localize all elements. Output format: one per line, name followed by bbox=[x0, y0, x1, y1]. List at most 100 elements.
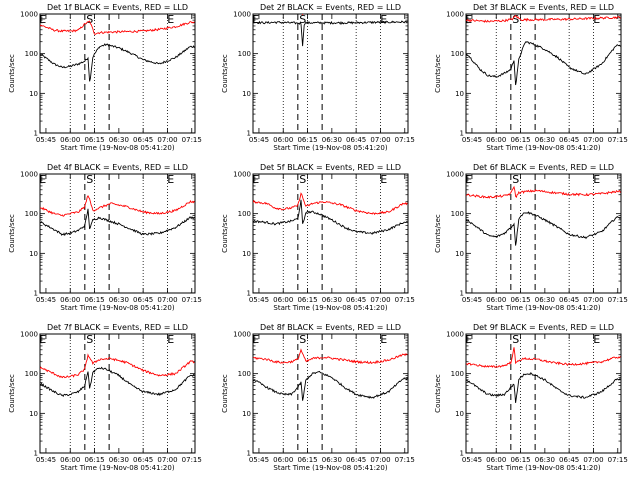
x-tick-label: 05:45 bbox=[249, 296, 269, 304]
event-marker: E bbox=[593, 13, 600, 26]
event-marker: E bbox=[39, 333, 46, 346]
event-marker: E bbox=[167, 13, 174, 26]
x-tick-label: 07:00 bbox=[157, 296, 177, 304]
event-marker: S bbox=[299, 333, 306, 346]
x-tick-label: 07:00 bbox=[370, 456, 390, 464]
event-marker: E bbox=[380, 333, 387, 346]
y-tick-label: 1 bbox=[460, 129, 464, 137]
series-line-lld bbox=[466, 347, 621, 368]
plot-det-1: Det 1f BLACK = Events, RED = LLD 1 10 100 10… bbox=[8, 3, 202, 152]
event-marker: S bbox=[512, 173, 519, 186]
x-tick-label: 06:30 bbox=[535, 456, 555, 464]
plot-det-8: Det 8f BLACK = Events, RED = LLD 1 10 100 10… bbox=[221, 323, 415, 472]
y-tick-label: 1000 bbox=[233, 171, 251, 179]
y-tick-label: 1 bbox=[247, 129, 251, 137]
y-tick-label: 10 bbox=[29, 410, 38, 418]
x-tick-label: 07:15 bbox=[395, 296, 415, 304]
x-tick-label: 06:00 bbox=[486, 456, 506, 464]
plot-frame bbox=[39, 13, 196, 134]
plot-frame bbox=[39, 173, 196, 294]
x-tick-label: 06:45 bbox=[346, 456, 366, 464]
y-tick-label: 1 bbox=[247, 449, 251, 457]
y-axis-label: Counts/sec bbox=[434, 214, 442, 253]
y-tick-label: 100 bbox=[451, 50, 464, 58]
x-tick-label: 07:00 bbox=[157, 136, 177, 144]
x-tick-label: 06:30 bbox=[109, 136, 129, 144]
y-tick-label: 10 bbox=[242, 250, 251, 258]
x-tick-label: 06:45 bbox=[559, 296, 579, 304]
event-marker: S bbox=[86, 13, 93, 26]
x-tick-label: 07:15 bbox=[608, 296, 628, 304]
y-axis-label: Counts/sec bbox=[221, 54, 229, 93]
event-marker: E bbox=[465, 13, 472, 26]
x-tick-label: 06:30 bbox=[322, 296, 342, 304]
plot-det-4: Det 4f BLACK = Events, RED = LLD 1 10 100 10… bbox=[8, 163, 202, 312]
x-axis-label: Start Time (19-Nov-08 05:41:20) bbox=[60, 304, 174, 312]
x-tick-label: 06:45 bbox=[133, 456, 153, 464]
x-axis-label: Start Time (19-Nov-08 05:41:20) bbox=[60, 144, 174, 152]
event-marker: E bbox=[593, 173, 600, 186]
series-line-lld bbox=[40, 20, 195, 35]
series-line-events bbox=[253, 370, 408, 401]
x-tick-label: 07:15 bbox=[182, 136, 202, 144]
plot-frame bbox=[465, 333, 622, 454]
x-axis-label: Start Time (19-Nov-08 05:41:20) bbox=[273, 304, 387, 312]
plot-title: Det 4f BLACK = Events, RED = LLD bbox=[47, 163, 188, 172]
x-tick-label: 07:15 bbox=[182, 296, 202, 304]
plot-title: Det 8f BLACK = Events, RED = LLD bbox=[260, 323, 401, 332]
x-tick-label: 05:45 bbox=[462, 296, 482, 304]
x-tick-label: 06:15 bbox=[297, 136, 317, 144]
x-tick-label: 06:15 bbox=[510, 456, 530, 464]
series-line-lld bbox=[40, 353, 195, 379]
x-tick-label: 06:45 bbox=[346, 136, 366, 144]
event-marker: S bbox=[512, 333, 519, 346]
y-axis-label: Counts/sec bbox=[8, 374, 16, 413]
event-marker: E bbox=[167, 173, 174, 186]
event-marker: S bbox=[512, 13, 519, 26]
x-tick-label: 06:15 bbox=[84, 296, 104, 304]
y-tick-label: 100 bbox=[451, 210, 464, 218]
y-tick-label: 1000 bbox=[20, 11, 38, 19]
y-axis-label: Counts/sec bbox=[8, 214, 16, 253]
event-marker: E bbox=[252, 333, 259, 346]
series-line-events bbox=[466, 372, 621, 403]
x-axis-label: Start Time (19-Nov-08 05:41:20) bbox=[273, 144, 387, 152]
x-tick-label: 06:00 bbox=[60, 456, 80, 464]
series-line-lld bbox=[253, 348, 408, 365]
y-tick-label: 100 bbox=[25, 210, 38, 218]
event-marker: S bbox=[86, 333, 93, 346]
y-tick-label: 100 bbox=[238, 370, 251, 378]
y-tick-label: 100 bbox=[238, 50, 251, 58]
x-tick-label: 06:45 bbox=[346, 296, 366, 304]
x-tick-label: 06:00 bbox=[60, 136, 80, 144]
event-marker: E bbox=[465, 333, 472, 346]
event-marker: S bbox=[86, 173, 93, 186]
x-tick-label: 06:00 bbox=[60, 296, 80, 304]
x-tick-label: 06:45 bbox=[133, 136, 153, 144]
event-marker: S bbox=[299, 13, 306, 26]
series-line-events bbox=[253, 20, 408, 47]
y-tick-label: 10 bbox=[29, 250, 38, 258]
plot-frame bbox=[252, 333, 409, 454]
plot-title: Det 5f BLACK = Events, RED = LLD bbox=[260, 163, 401, 172]
y-tick-label: 10 bbox=[455, 410, 464, 418]
y-tick-label: 100 bbox=[25, 50, 38, 58]
x-tick-label: 06:00 bbox=[486, 136, 506, 144]
y-axis-label: Counts/sec bbox=[221, 214, 229, 253]
series-line-lld bbox=[466, 14, 621, 23]
x-tick-label: 05:45 bbox=[249, 456, 269, 464]
x-tick-label: 06:15 bbox=[84, 456, 104, 464]
plot-frame bbox=[252, 173, 409, 294]
y-tick-label: 1 bbox=[34, 129, 38, 137]
plot-det-7: Det 7f BLACK = Events, RED = LLD 1 10 100 10… bbox=[8, 323, 202, 472]
y-tick-label: 1 bbox=[247, 289, 251, 297]
plot-det-5: Det 5f BLACK = Events, RED = LLD 1 10 100 10… bbox=[221, 163, 415, 312]
series-line-events bbox=[40, 208, 195, 237]
x-tick-label: 06:15 bbox=[510, 136, 530, 144]
x-tick-label: 07:00 bbox=[583, 456, 603, 464]
x-axis-label: Start Time (19-Nov-08 05:41:20) bbox=[486, 464, 600, 472]
y-tick-label: 1 bbox=[460, 289, 464, 297]
event-marker: E bbox=[465, 173, 472, 186]
x-tick-label: 05:45 bbox=[462, 456, 482, 464]
x-tick-label: 06:30 bbox=[535, 296, 555, 304]
